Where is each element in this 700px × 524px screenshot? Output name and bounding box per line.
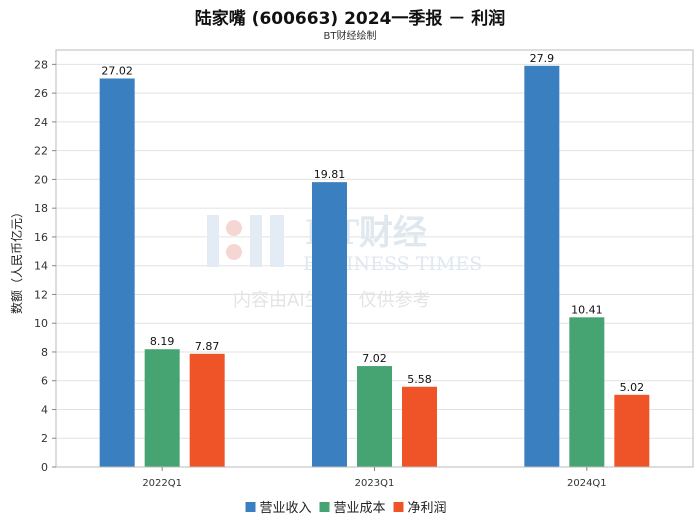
y-tick-label: 26	[34, 87, 48, 100]
bar	[189, 353, 225, 467]
watermark-english: BUSINESS TIMES	[303, 253, 482, 275]
y-tick-label: 6	[41, 375, 48, 388]
y-tick-label: 12	[34, 288, 48, 301]
data-label: 5.58	[407, 373, 432, 386]
y-tick-label: 28	[34, 58, 48, 71]
data-label: 5.02	[620, 381, 645, 394]
bar	[99, 78, 135, 467]
y-tick-label: 10	[34, 317, 48, 330]
y-tick-label: 20	[34, 173, 48, 186]
chart-title: 陆家嘴 (600663) 2024一季报 － 利润	[194, 9, 506, 29]
legend: 营业收入 营业成本 净利润	[245, 501, 447, 516]
data-label: 27.02	[101, 64, 133, 77]
legend-label: 营业成本	[334, 501, 386, 516]
y-tick-label: 24	[34, 116, 48, 129]
y-tick-label: 14	[34, 260, 48, 273]
x-tick-label: 2022Q1	[142, 478, 182, 489]
legend-swatch	[245, 502, 256, 512]
bar	[357, 366, 392, 467]
y-tick-label: 8	[41, 346, 48, 359]
y-tick-label: 2	[41, 432, 48, 445]
data-label: 10.41	[571, 303, 603, 316]
watermark-logo-dot	[226, 220, 242, 236]
watermark-logo-dot-2	[226, 244, 242, 260]
x-tick-label: 2024Q1	[567, 478, 607, 489]
y-tick-label: 0	[41, 461, 48, 474]
bar	[402, 386, 437, 467]
chart-subtitle: BT财经绘制	[323, 31, 377, 42]
bar	[524, 65, 560, 468]
watermark-logo-bar-1	[207, 215, 219, 267]
bar	[312, 182, 347, 467]
data-label: 27.9	[530, 52, 555, 65]
legend-label: 营业收入	[260, 501, 312, 516]
bars: 27.02 8.19 7.87 19.81 7.02 5.58 27.9 10.41 5.02	[99, 52, 650, 468]
bar	[569, 317, 605, 467]
data-label: 19.81	[314, 168, 346, 181]
y-tick-label: 22	[34, 145, 48, 158]
y-tick-label: 16	[34, 231, 48, 244]
data-label: 7.02	[362, 352, 387, 365]
y-tick-label: 18	[34, 202, 48, 215]
y-tick-label: 4	[41, 403, 48, 416]
data-label: 8.19	[150, 335, 175, 348]
data-label: 7.87	[195, 340, 220, 353]
x-tick-label: 2023Q1	[355, 478, 395, 489]
legend-swatch	[319, 502, 330, 512]
y-axis-label: 数额（人民币亿元）	[9, 206, 24, 314]
legend-label: 净利润	[408, 501, 447, 516]
watermark-logo-bar-3	[270, 215, 284, 267]
legend-swatch	[393, 502, 404, 512]
bar	[144, 349, 180, 467]
bar	[614, 394, 650, 467]
watermark-logo-bar-2	[250, 215, 262, 267]
